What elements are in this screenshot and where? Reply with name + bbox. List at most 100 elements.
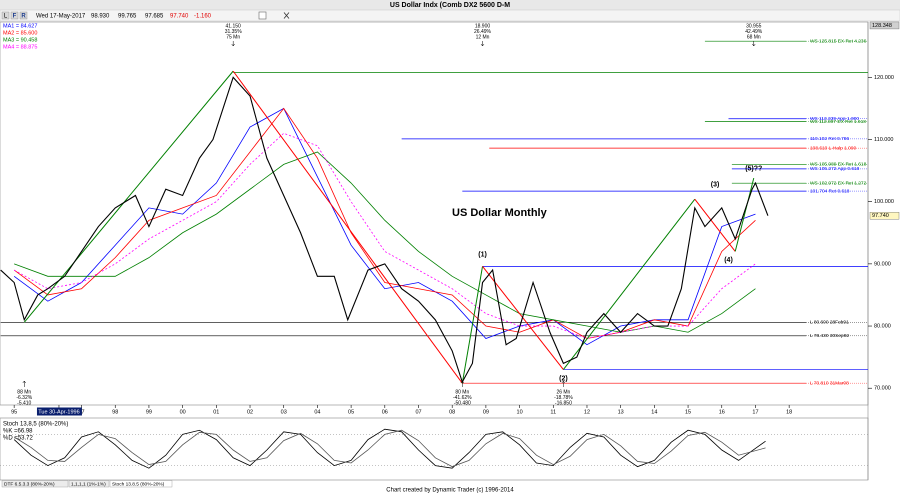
quote-last: 97.740 [170,13,189,19]
quote-value: 99.765 [118,13,137,19]
annotation-arrow [480,41,485,47]
level-label: WS 105.272 App 0.618 [810,166,860,172]
x-tick-label: 98 [112,409,118,415]
price-marker-label: 97.740 [872,213,889,219]
tab[interactable] [68,480,110,488]
cursor-date: Tue 30-Apr-1996 [38,409,79,415]
x-tick-label: 14 [651,409,657,415]
annotation-text: 12 Mn [476,34,490,40]
annotation-text: -50.480 [454,400,471,406]
annotation-arrow [752,41,756,47]
x-tick-label: 01 [213,409,219,415]
price-marker-box [869,21,900,30]
wave-label: (4) [724,257,733,264]
cursor-date-box [36,407,82,416]
x-tick-label: 95 [11,409,17,415]
annotation-text: 26 Mn [556,389,570,395]
oscillator-line [13,428,766,469]
x-tick-label: 03 [281,409,287,415]
x-tick-label: 04 [314,409,320,415]
tab[interactable] [1,480,69,488]
x-tick-label: 10 [517,409,523,415]
annotation-text: -5.410 [17,400,31,406]
level-label: WS 112.897 EX Ret 1.618 [810,119,866,125]
tab-label: Stoch 13.8.5 (80%-20%) [112,481,165,487]
annotation-text: 75 Mn [226,34,240,40]
wave-label: (5)?? [745,166,762,173]
annotation-text: 18.900 [475,23,491,29]
button-label: L [4,13,8,19]
maximize-button[interactable] [258,11,267,20]
title-bar [0,0,900,10]
swing-line [232,70,463,384]
x-tick-label: 17 [752,409,758,415]
annotation-arrow [460,380,465,387]
annotation-text: 30.955 [746,23,762,29]
swing-line [734,177,755,252]
annotation-text: -6.32% [16,395,32,401]
level-label: L 80.600 28Feb91 [810,320,849,326]
quote-change: -1.160 [194,13,212,19]
annotation-text: -41.62% [453,395,472,401]
button-label: R [21,13,26,19]
moving-average [13,107,756,346]
ma-legend: MA2 = 85.600 [3,30,37,36]
quote-value: 98.930 [91,13,110,19]
price-line [0,76,769,384]
level-label: L 70.810 31Mar08 [810,380,849,386]
ma-legend: MA3 = 90.458 [3,37,37,43]
x-tick-label: 08 [449,409,455,415]
price-marker-box [869,212,900,220]
x-tick-label: 05 [348,409,354,415]
toolbar-button[interactable] [1,11,10,20]
level-label: WS 113.339 App 1.000 [810,116,859,122]
annotation-text: 80 Mn [455,389,469,395]
close-button[interactable] [283,12,290,19]
x-tick-label: 15 [685,409,691,415]
swing-line [461,266,484,384]
chart-title: US Dollar Monthly [452,207,548,219]
footer: Chart created by Dynamic Trader (c) 1996… [386,488,514,494]
price-marker-label: 128.348 [872,23,892,29]
annotation-text: 26.49% [474,29,492,35]
toolbar-button[interactable] [10,11,19,20]
oscillator-legend: %K =66.98 [3,429,33,435]
annotation-arrow [231,41,235,47]
y-tick-label: 120.000 [874,75,894,81]
swing-line [694,198,736,252]
y-tick-label: 100.000 [874,199,894,205]
oscillator-title: Stoch 13,8,5 (80%-20%) [3,422,68,428]
oscillator-line [13,429,766,468]
x-tick-label: 99 [146,409,152,415]
y-tick-label: 90.000 [874,261,891,267]
wave-label: (3) [711,182,720,189]
x-tick-label: 02 [247,409,253,415]
annotation-text: -16.850 [555,400,572,406]
x-tick-label: 07 [415,409,421,415]
moving-average [13,107,756,339]
y-tick-label: 110.000 [874,137,893,143]
level-label: WS 102.972 EX Ret 1.272 [810,180,867,186]
x-tick-label: 18 [786,409,792,415]
tab[interactable] [109,480,173,488]
tab-label: 1,1,1,1 (1%-1%) [71,481,106,487]
level-label: 108.610 L-Halp 1.000 [810,145,856,151]
level-label: L 78.430 30Sep92 [810,333,849,339]
x-tick-label: 11 [550,409,556,415]
annotation-text: -18.78% [554,395,573,401]
quote-date: Wed 17-May-2017 [36,13,86,19]
wave-label: (1) [478,251,487,258]
ma-legend: MA4 = 88.875 [3,44,37,50]
annotation-arrow [22,380,26,387]
tab-bar: DTF 6.5.3.3 (80%-20%) 1,1,1,1 (1%-1%) Stoc… [1,480,173,488]
x-tick-label: 12 [584,409,590,415]
y-tick-label: 70.000 [874,386,891,392]
ma-legend: MA1 = 84.627 [3,23,37,29]
wave-label: (2) [559,376,568,383]
toolbar-button[interactable] [19,11,28,20]
annotation-text: 41.150 [226,23,242,29]
moving-average [13,132,756,339]
toolbar [0,9,900,22]
